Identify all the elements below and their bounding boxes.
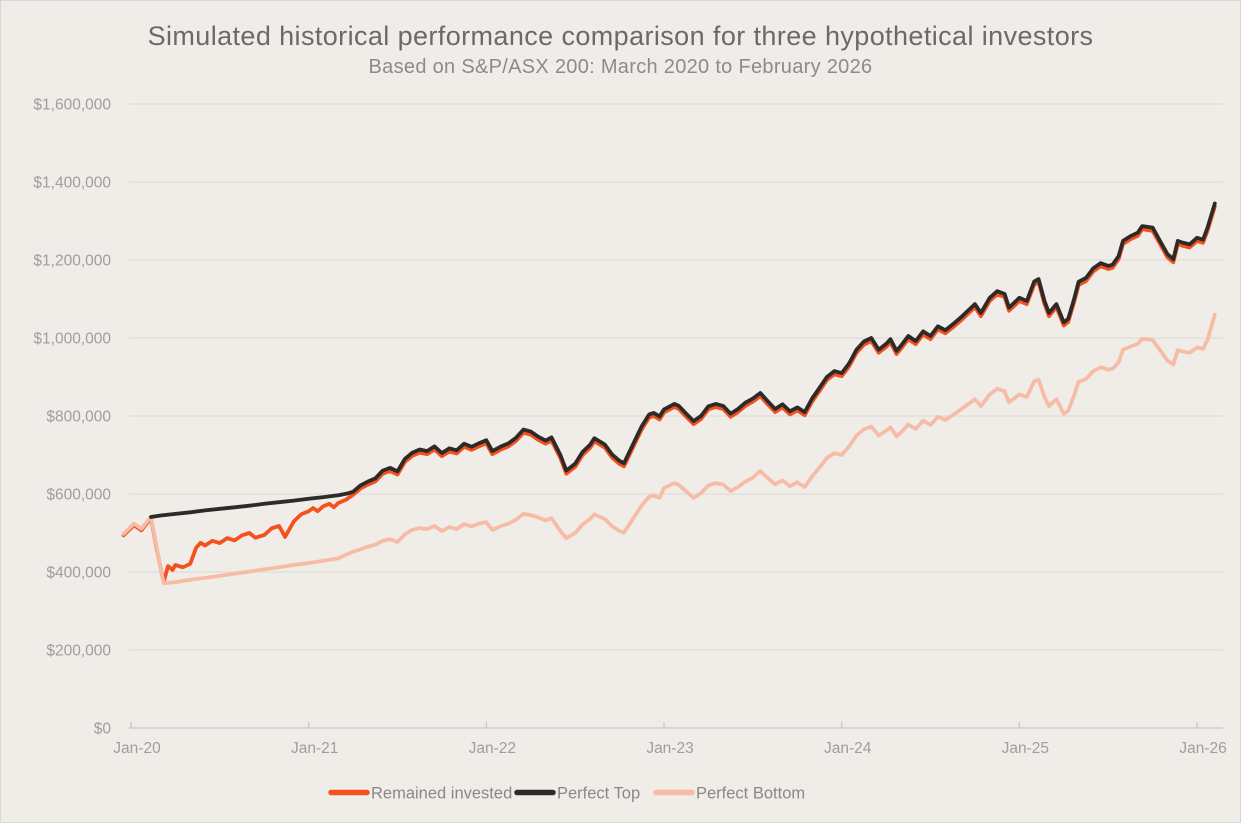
chart-subtitle: Based on S&P/ASX 200: March 2020 to Febr… xyxy=(368,56,873,78)
y-tick-label: $800,000 xyxy=(46,409,111,426)
y-tick-label: $1,000,000 xyxy=(33,331,111,348)
x-tick-label: Jan-25 xyxy=(1002,740,1049,757)
y-tick-label: $1,400,000 xyxy=(33,175,111,192)
series-line-perfect-top xyxy=(149,201,1217,519)
legend-label-remained-invested: Remained invested xyxy=(371,785,512,803)
y-tick-label: $600,000 xyxy=(46,487,111,504)
x-tick-label: Jan-22 xyxy=(469,740,516,757)
x-tick-label: Jan-20 xyxy=(113,740,161,757)
legend-label-perfect-top: Perfect Top xyxy=(557,785,640,803)
series-line-perfect-bottom xyxy=(121,312,1217,586)
y-tick-label: $1,600,000 xyxy=(33,97,111,114)
y-tick-label: $0 xyxy=(94,721,112,738)
x-tick-label: Jan-24 xyxy=(824,740,872,757)
legend-label-perfect-bottom: Perfect Bottom xyxy=(696,785,805,803)
x-tick-label: Jan-26 xyxy=(1179,740,1226,757)
y-tick-label: $400,000 xyxy=(46,565,111,582)
x-tick-label: Jan-23 xyxy=(646,740,693,757)
series-line-remained-invested xyxy=(121,204,1217,584)
y-tick-label: $200,000 xyxy=(46,643,111,660)
x-tick-label: Jan-21 xyxy=(291,740,338,757)
chart-title: Simulated historical performance compari… xyxy=(147,21,1094,51)
y-tick-label: $1,200,000 xyxy=(33,253,111,270)
